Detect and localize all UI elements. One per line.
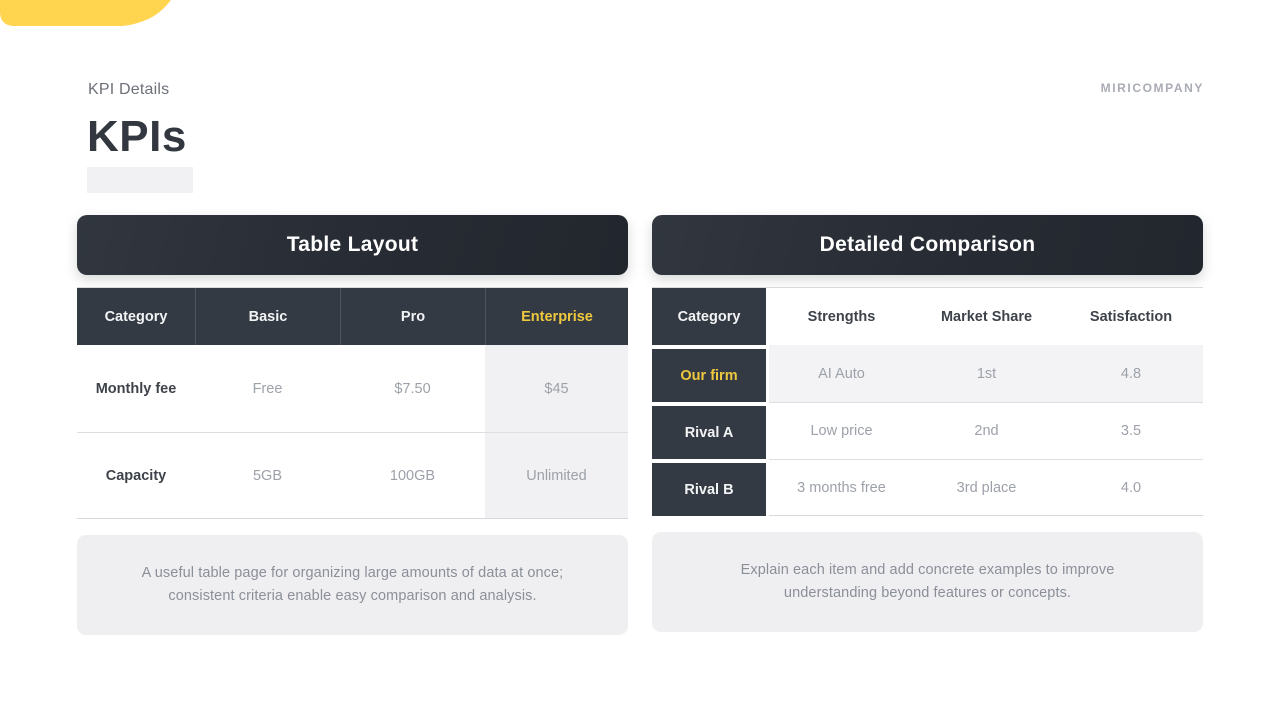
table-row-rival-a: Rival A Low price 2nd 3.5: [652, 402, 1203, 459]
brand-watermark: MIRICOMPANY: [1100, 81, 1204, 95]
pricing-row-label: Monthly fee: [77, 345, 195, 432]
comparison-header-category: Category: [652, 288, 769, 345]
pricing-header-basic: Basic: [195, 288, 340, 345]
comparison-cell: AI Auto: [769, 345, 914, 402]
comparison-cell: Low price: [769, 402, 914, 459]
title-highlight-bar: [87, 167, 193, 193]
note-text-right: Explain each item and add concrete examp…: [740, 562, 1115, 601]
panel-table-layout: Table Layout Category Basic Pro Enterpri…: [77, 215, 628, 635]
comparison-header-satisfaction: Satisfaction: [1059, 288, 1203, 345]
pricing-cell: 5GB: [195, 432, 340, 519]
comparison-cell: 3rd place: [914, 459, 1059, 516]
pricing-cell-enterprise: $45: [485, 345, 628, 432]
panel-band-right-title: Detailed Comparison: [819, 233, 1036, 256]
title-block: KPIs: [87, 112, 193, 193]
pricing-cell: $7.50: [340, 345, 485, 432]
pricing-cell-enterprise: Unlimited: [485, 432, 628, 519]
corner-accent-shape: [0, 0, 171, 26]
table-row: Capacity 5GB 100GB Unlimited: [77, 432, 628, 519]
table-row-rival-b: Rival B 3 months free 3rd place 4.0: [652, 459, 1203, 516]
note-box-left: A useful table page for organizing large…: [77, 535, 628, 635]
pricing-table: Category Basic Pro Enterprise Monthly fe…: [77, 287, 628, 519]
page-title: KPIs: [87, 112, 187, 161]
comparison-row-label: Our firm: [652, 345, 769, 402]
comparison-header-market-share: Market Share: [914, 288, 1059, 345]
comparison-cell: 4.0: [1059, 459, 1203, 516]
comparison-cell: 4.8: [1059, 345, 1203, 402]
panel-band-right: Detailed Comparison: [652, 215, 1203, 275]
comparison-cell: 2nd: [914, 402, 1059, 459]
table-row: Monthly fee Free $7.50 $45: [77, 345, 628, 432]
panel-band-left-title: Table Layout: [286, 233, 419, 256]
panel-band-left: Table Layout: [77, 215, 628, 275]
comparison-row-label: Rival B: [652, 459, 769, 516]
table-row-our-firm: Our firm AI Auto 1st 4.8: [652, 345, 1203, 402]
pricing-header-row: Category Basic Pro Enterprise: [77, 288, 628, 345]
pricing-cell: Free: [195, 345, 340, 432]
comparison-cell: 3.5: [1059, 402, 1203, 459]
comparison-header-strengths: Strengths: [769, 288, 914, 345]
slide-eyebrow: KPI Details: [88, 81, 170, 98]
note-text-left: A useful table page for organizing large…: [141, 565, 564, 604]
content-columns: Table Layout Category Basic Pro Enterpri…: [77, 215, 1203, 635]
comparison-row-label: Rival A: [652, 402, 769, 459]
pricing-header-pro: Pro: [340, 288, 485, 345]
note-box-right: Explain each item and add concrete examp…: [652, 532, 1203, 632]
comparison-cell: 1st: [914, 345, 1059, 402]
comparison-cell: 3 months free: [769, 459, 914, 516]
pricing-header-enterprise: Enterprise: [485, 288, 628, 345]
comparison-table: Category Strengths Market Share Satisfac…: [652, 287, 1203, 516]
pricing-cell: 100GB: [340, 432, 485, 519]
pricing-header-category: Category: [77, 288, 195, 345]
panel-detailed-comparison: Detailed Comparison Category Strengths M…: [652, 215, 1203, 635]
pricing-row-label: Capacity: [77, 432, 195, 519]
comparison-header-row: Category Strengths Market Share Satisfac…: [652, 288, 1203, 345]
